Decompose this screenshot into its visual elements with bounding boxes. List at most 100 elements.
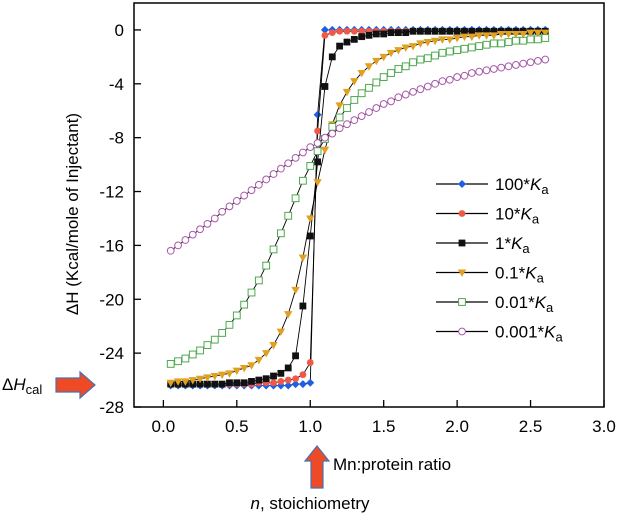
- y-tick-label: -16: [99, 236, 124, 255]
- dh-cal-h: H: [13, 375, 26, 394]
- legend-item: 1*Ka: [436, 234, 530, 256]
- data-point: [314, 158, 321, 166]
- data-point: [166, 246, 175, 255]
- data-point: [254, 356, 264, 365]
- data-point: [188, 377, 197, 385]
- y-tick-label: -24: [99, 344, 124, 363]
- data-point: [439, 27, 446, 35]
- stoichiometry-n: n: [250, 494, 259, 513]
- data-point: [417, 27, 424, 35]
- data-point: [255, 376, 263, 384]
- legend-marker: [458, 327, 466, 336]
- data-point: [269, 170, 278, 178]
- data-point: [262, 175, 271, 184]
- data-point: [218, 380, 226, 388]
- data-point: [350, 78, 359, 86]
- data-point: [291, 194, 300, 203]
- x-tick-label: 3.0: [592, 417, 616, 436]
- data-point: [482, 40, 491, 49]
- data-point: [483, 27, 490, 35]
- data-point: [313, 179, 322, 187]
- data-point: [232, 367, 242, 376]
- y-tick-label: -8: [109, 129, 124, 148]
- data-point: [321, 133, 329, 142]
- data-point: [343, 120, 351, 129]
- data-point: [232, 311, 241, 320]
- data-point: [482, 66, 491, 75]
- data-point: [372, 78, 381, 87]
- data-point: [350, 27, 358, 35]
- data-point: [291, 380, 300, 389]
- data-point: [276, 164, 285, 173]
- legend-marker: [458, 239, 466, 247]
- data-point: [261, 350, 271, 358]
- data-point: [306, 232, 314, 240]
- data-point: [490, 27, 498, 35]
- series-group: [166, 25, 550, 390]
- data-point: [226, 379, 233, 387]
- data-point: [321, 83, 329, 90]
- data-point: [299, 302, 307, 310]
- data-point: [181, 236, 190, 244]
- data-point: [284, 364, 292, 372]
- data-point: [497, 39, 506, 48]
- data-point: [364, 63, 374, 71]
- data-point: [541, 55, 550, 64]
- data-point: [394, 65, 403, 73]
- data-point: [482, 32, 491, 40]
- data-point: [379, 100, 388, 108]
- data-point: [292, 352, 299, 360]
- data-point: [350, 96, 359, 104]
- series-line: [170, 37, 546, 365]
- data-point: [306, 378, 315, 387]
- data-point: [232, 197, 241, 205]
- data-point: [328, 129, 337, 138]
- data-point: [519, 59, 528, 68]
- data-point: [233, 379, 241, 387]
- data-point: [460, 33, 469, 42]
- legend-marker: [457, 269, 467, 277]
- data-point: [173, 378, 183, 386]
- data-point: [217, 371, 227, 380]
- data-point: [306, 162, 315, 170]
- data-point: [306, 143, 315, 151]
- data-point: [284, 311, 293, 319]
- data-point: [386, 49, 396, 58]
- data-point: [438, 48, 447, 57]
- data-point: [196, 225, 204, 234]
- data-point: [218, 207, 227, 216]
- data-point: [460, 71, 469, 80]
- data-point: [350, 116, 359, 125]
- data-point: [262, 261, 271, 270]
- data-point: [423, 82, 432, 91]
- dh-cal-delta: Δ: [2, 375, 13, 394]
- data-point: [445, 75, 454, 84]
- x-tick-label: 0.0: [152, 417, 176, 436]
- data-point: [526, 29, 535, 38]
- x-tick-label: 0.5: [225, 417, 249, 436]
- data-point: [247, 186, 256, 195]
- legend-label: 10*Ka: [495, 205, 540, 227]
- legend-marker: [458, 180, 466, 188]
- data-point: [247, 288, 256, 297]
- data-point: [475, 27, 483, 35]
- data-point: [379, 53, 388, 62]
- data-point: [299, 148, 307, 157]
- data-point: [343, 27, 351, 35]
- data-point: [467, 43, 476, 52]
- data-point: [445, 47, 454, 56]
- data-point: [467, 33, 477, 42]
- data-point: [468, 27, 476, 35]
- legend-label: 100*Ka: [495, 175, 549, 197]
- data-point: [438, 36, 447, 44]
- data-point: [254, 276, 263, 285]
- data-point: [438, 77, 447, 86]
- data-point: [431, 79, 439, 88]
- data-point: [277, 369, 285, 377]
- data-point: [387, 69, 395, 77]
- x-tick-label: 2.0: [445, 417, 469, 436]
- series-line: [170, 59, 546, 252]
- data-point: [166, 360, 175, 368]
- data-point: [166, 379, 175, 388]
- data-point: [188, 350, 197, 359]
